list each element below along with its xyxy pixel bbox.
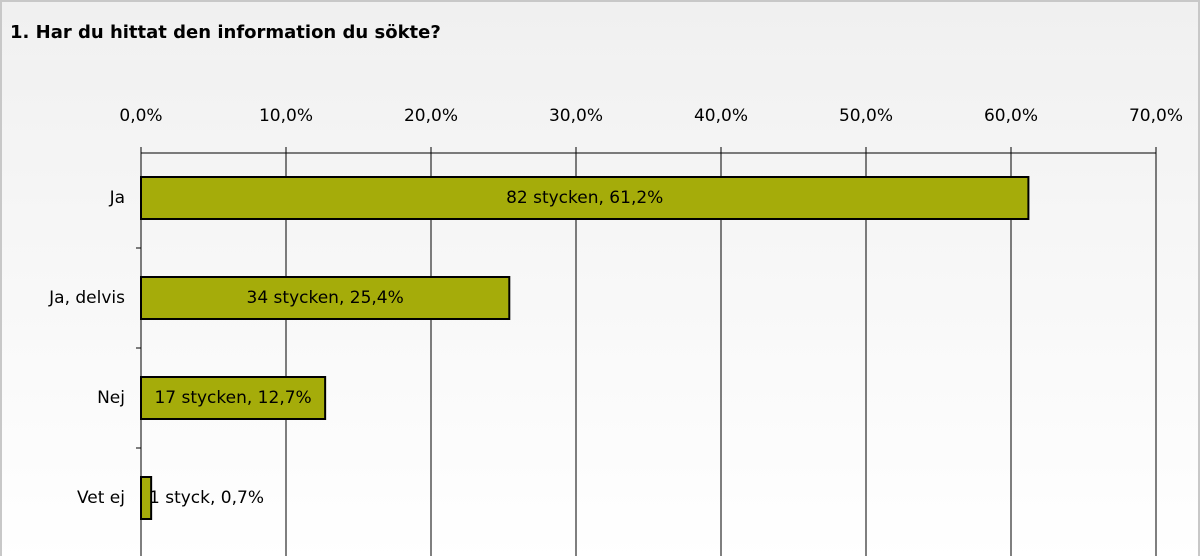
x-tick-label: 0,0% xyxy=(119,106,162,126)
bar xyxy=(140,276,511,320)
x-tick-label: 40,0% xyxy=(694,106,748,126)
data-label: 1 styck, 0,7% xyxy=(149,488,264,508)
x-tick-label: 30,0% xyxy=(549,106,603,126)
data-label: 17 stycken, 12,7% xyxy=(154,388,311,408)
bar xyxy=(140,476,153,520)
x-tick-label: 70,0% xyxy=(1129,106,1183,126)
y-tick-label: Ja, delvis xyxy=(48,288,125,308)
x-tick-label: 10,0% xyxy=(259,106,313,126)
x-tick-label: 60,0% xyxy=(984,106,1038,126)
data-label: 34 stycken, 25,4% xyxy=(247,288,404,308)
bar xyxy=(140,376,327,420)
y-tick-label: Vet ej xyxy=(77,488,125,508)
chart-title: 1. Har du hittat den information du sökt… xyxy=(10,22,441,43)
x-tick-label: 50,0% xyxy=(839,106,893,126)
x-tick-label: 20,0% xyxy=(404,106,458,126)
y-tick-label: Ja xyxy=(109,188,125,208)
y-tick-label: Nej xyxy=(97,388,125,408)
bar xyxy=(140,176,1030,220)
data-label: 82 stycken, 61,2% xyxy=(506,188,663,208)
